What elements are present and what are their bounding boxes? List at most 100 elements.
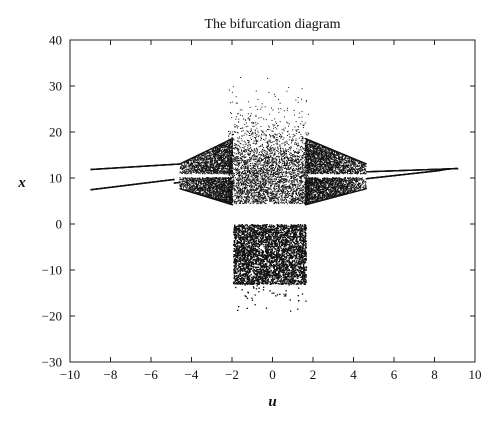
data-point [180,168,182,170]
data-point [192,170,194,172]
data-point [192,188,194,190]
data-point [227,149,229,151]
data-point [206,166,208,168]
data-point [193,178,195,180]
data-point [210,166,212,167]
data-point [181,185,183,187]
data-point [222,199,224,201]
data-point [208,193,210,195]
data-point [210,190,212,192]
data-point [218,153,220,155]
data-point [205,153,207,155]
data-point [186,183,188,184]
data-point [208,158,210,160]
data-point [198,168,200,170]
data-point [200,154,202,156]
data-point [186,188,188,190]
data-point [192,168,194,170]
data-point [206,156,208,158]
data-point [219,147,221,149]
data-point [187,177,189,179]
data-point [191,165,193,167]
data-point [191,164,193,166]
data-point [202,165,204,167]
data-point [223,169,225,171]
data-point [183,187,184,189]
data-point [192,164,194,166]
data-point [202,194,204,196]
data-point [308,144,310,146]
data-point [211,194,213,196]
data-point [201,169,203,171]
data-point [199,156,201,158]
data-point [215,156,217,158]
data-point [192,186,194,187]
data-point [205,169,207,171]
data-point [198,159,199,161]
data-point [196,169,198,171]
data-point [201,184,203,186]
data-point [232,164,233,165]
data-point [198,188,200,190]
data-point [199,186,201,187]
data-point [185,162,187,163]
data-point [203,155,205,157]
data-point [200,190,201,192]
data-point [196,182,197,184]
data-point [186,184,188,186]
data-point [189,159,191,161]
data-point [196,170,198,172]
data-point [208,167,210,168]
data-point [204,178,206,180]
data-point [205,170,207,171]
data-point [183,172,185,173]
data-point [179,185,181,187]
data-point [194,163,196,165]
data-point [184,162,186,164]
data-point [207,165,209,167]
data-point [191,159,193,161]
data-point [192,186,194,188]
data-point [191,171,193,173]
data-point [194,186,196,188]
data-point [211,178,213,180]
data-point [189,178,191,180]
data-point [199,155,201,157]
data-point [199,192,201,194]
data-point [204,185,206,187]
data-point [208,166,210,168]
data-point [307,173,309,175]
data-point [219,168,220,170]
data-point [199,173,201,175]
data-point [206,164,208,166]
data-point [206,152,208,154]
data-point [202,168,204,170]
data-point [195,178,197,180]
data-point [206,168,208,170]
chart-title: The bifurcation diagram [204,17,340,32]
data-point [185,187,187,189]
data-point [221,172,223,174]
data-point [182,171,184,173]
data-point [223,156,225,158]
data-point [215,180,216,182]
data-point [189,178,191,180]
data-point [200,163,202,165]
data-point [213,151,215,153]
data-point [180,166,182,168]
data-point [184,183,186,184]
data-point [209,154,211,156]
data-point [191,191,193,193]
data-point [201,165,203,167]
data-point [204,153,206,155]
data-point [219,165,221,167]
data-point [219,179,221,181]
data-point [203,162,205,164]
data-point [186,163,188,165]
data-point [195,190,197,192]
data-point [198,192,200,194]
data-point [190,168,192,170]
data-point [206,162,208,164]
data-point [181,163,182,165]
data-point [203,152,205,154]
